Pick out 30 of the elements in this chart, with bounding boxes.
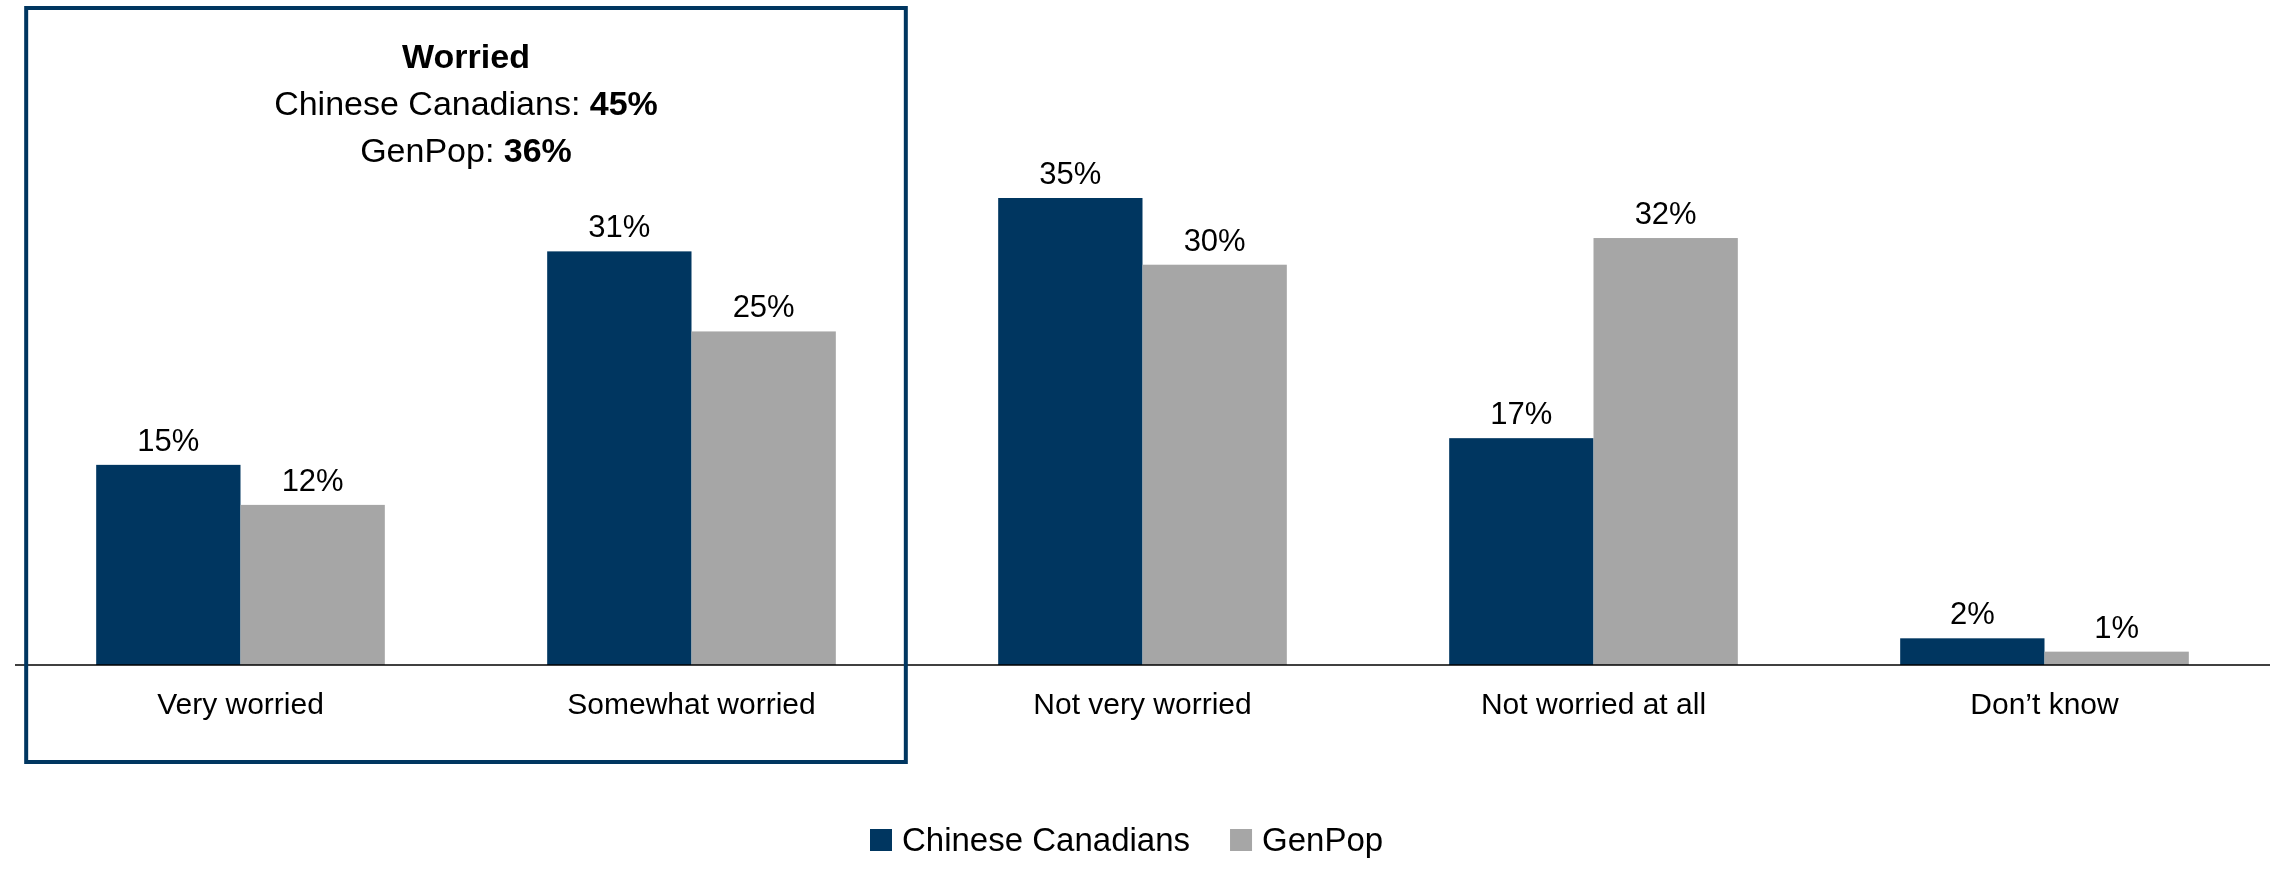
legend-label: GenPop bbox=[1262, 821, 1384, 858]
data-label: 35% bbox=[1039, 156, 1102, 191]
data-label: 15% bbox=[137, 422, 200, 458]
bar bbox=[96, 464, 241, 665]
data-label: 31% bbox=[588, 209, 651, 245]
data-label: 12% bbox=[281, 462, 344, 498]
bar bbox=[998, 198, 1143, 665]
x-tick-label: Very worried bbox=[157, 687, 324, 721]
bar bbox=[1142, 264, 1287, 665]
x-tick-label: Not very worried bbox=[1033, 687, 1252, 721]
text: Worried bbox=[402, 37, 530, 75]
bar bbox=[2044, 651, 2189, 665]
bar bbox=[1900, 638, 2045, 665]
data-label: 32% bbox=[1634, 196, 1697, 232]
bar bbox=[240, 504, 385, 665]
x-tick-label: Don’t know bbox=[1970, 687, 2120, 721]
data-label: 2% bbox=[1949, 596, 1995, 632]
bar bbox=[691, 331, 836, 665]
data-label: 30% bbox=[1183, 222, 1246, 258]
bar bbox=[1449, 438, 1594, 665]
legend-label: Chinese Canadians bbox=[902, 821, 1191, 858]
x-tick-label: Not worried at all bbox=[1480, 687, 1707, 721]
data-label: 17% bbox=[1490, 396, 1553, 432]
data-label: 1% bbox=[2094, 609, 2140, 645]
text: GenPop: 36% bbox=[360, 131, 572, 169]
text: Chinese Canadians: 45% bbox=[274, 84, 658, 122]
data-label: 25% bbox=[732, 289, 795, 325]
x-tick-label: Somewhat worried bbox=[567, 687, 816, 721]
bar bbox=[547, 251, 692, 665]
bar bbox=[1593, 238, 1738, 665]
